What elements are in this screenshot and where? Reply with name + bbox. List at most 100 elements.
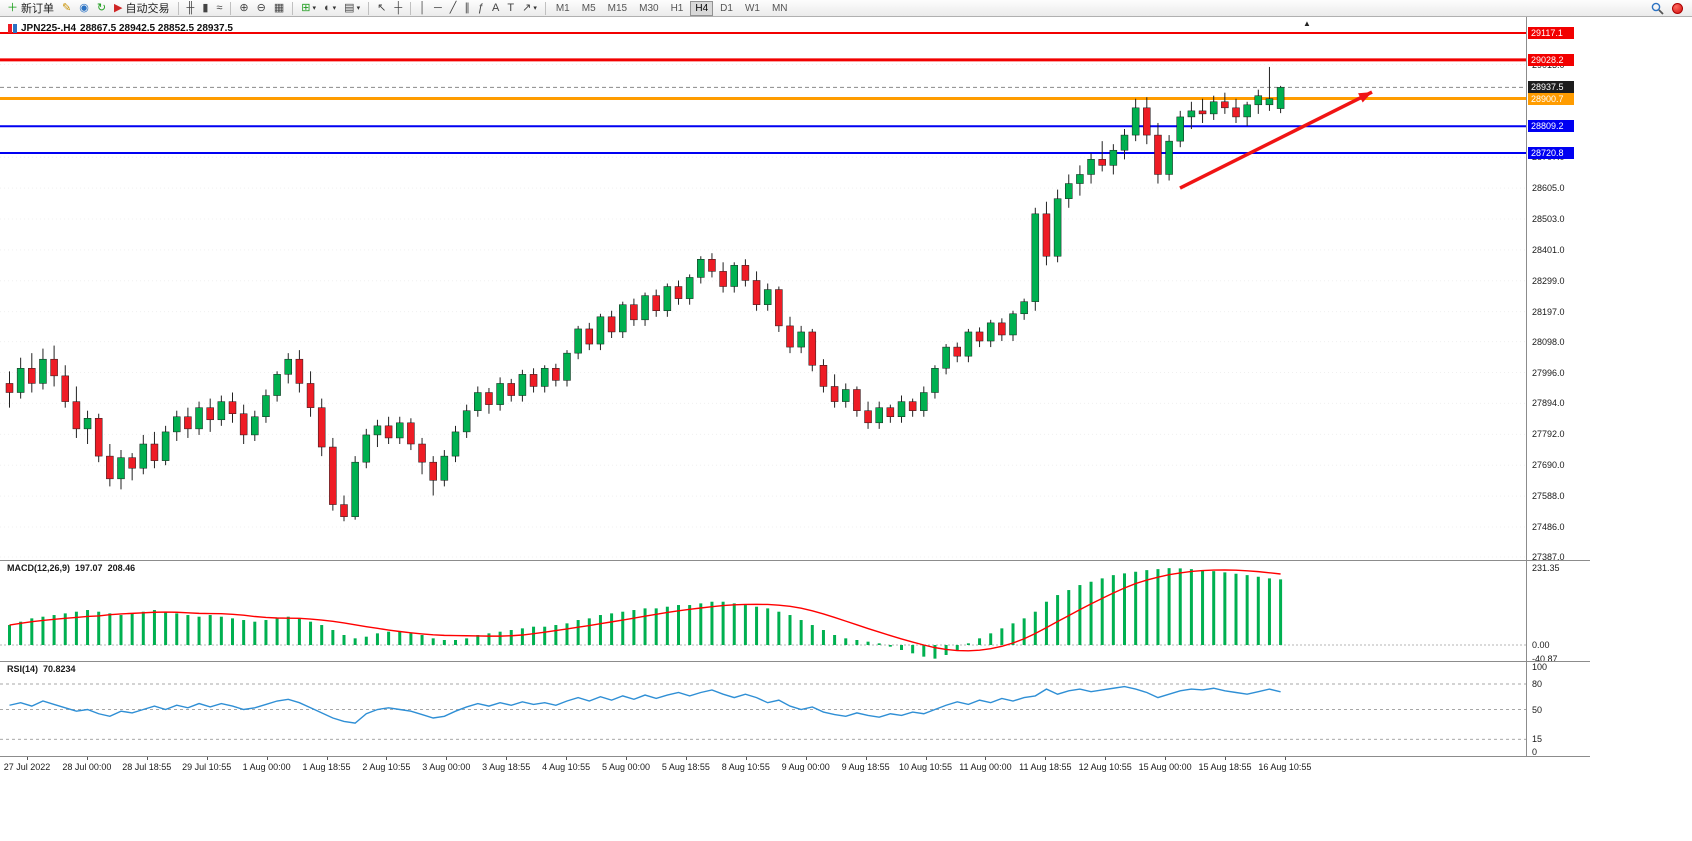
- price-badge[interactable]: 28809.2: [1528, 120, 1574, 133]
- text-button[interactable]: A: [488, 1, 503, 16]
- bar-chart-button[interactable]: ╫: [183, 1, 199, 16]
- vertical-line-button[interactable]: │: [415, 1, 430, 16]
- bull-candle: [596, 316, 605, 345]
- bull-candle: [619, 304, 627, 333]
- timeframe-m5[interactable]: M5: [581, 2, 596, 14]
- candlestick-chart[interactable]: [0, 17, 1526, 560]
- bear-candle: [786, 325, 794, 348]
- timeframe-m15[interactable]: M15: [607, 2, 628, 14]
- timeframe-h4[interactable]: H4: [690, 0, 714, 16]
- bear-candle: [206, 407, 214, 421]
- time-axis-label: 1 Aug 18:55: [302, 762, 351, 772]
- timeframe-mn[interactable]: MN: [771, 2, 788, 14]
- timeframe-d1[interactable]: D1: [720, 2, 733, 14]
- bear-candle: [1154, 134, 1162, 175]
- tile-windows-button[interactable]: ▦: [270, 1, 288, 16]
- connection-status-icon[interactable]: [1672, 2, 1683, 14]
- arrows-button[interactable]: ↗ ▾: [518, 1, 541, 16]
- macd-panel[interactable]: [0, 560, 1526, 661]
- price-badge[interactable]: 28900.7: [1528, 92, 1574, 105]
- candle-chart-button[interactable]: ▮: [198, 1, 212, 16]
- bull-candle: [440, 455, 449, 481]
- zoom-out-button[interactable]: ⊖: [253, 1, 270, 16]
- dropdown-caret-icon[interactable]: ▾: [356, 5, 361, 12]
- time-axis-label: 29 Jul 10:55: [182, 762, 232, 772]
- bull-candle: [1076, 174, 1084, 184]
- trendline-icon: ╱: [449, 2, 457, 14]
- bull-candle: [351, 461, 359, 517]
- zoom-in-button[interactable]: ⊕: [235, 1, 252, 16]
- dropdown-caret-icon[interactable]: ▾: [312, 5, 316, 12]
- time-axis-label: 1 Aug 00:00: [242, 762, 291, 772]
- chart-shift-marker[interactable]: ▲: [1303, 19, 1311, 28]
- bull-candle: [16, 368, 25, 393]
- text-icon: A: [492, 2, 500, 14]
- price-badge[interactable]: 29117.1: [1528, 26, 1574, 39]
- ohlc-values: 28867.5 28942.5 28852.5 28937.5: [80, 23, 233, 34]
- toolbar-separator: [544, 1, 546, 15]
- community-icon: ◉: [79, 2, 89, 14]
- dropdown-caret-icon[interactable]: ▾: [533, 5, 537, 12]
- bear-candle: [998, 322, 1006, 336]
- dropdown-caret-icon[interactable]: ▾: [332, 5, 337, 12]
- price-axis-label: 27486.0: [1532, 521, 1565, 532]
- timeframe-h1[interactable]: H1: [670, 2, 684, 14]
- refresh-button[interactable]: ↻: [93, 1, 110, 16]
- fibonacci-button[interactable]: ƒ: [474, 1, 488, 16]
- horizontal-line-button[interactable]: ─: [430, 1, 446, 16]
- timeframe-m1[interactable]: M1: [555, 2, 570, 14]
- symbol-title: JPN225-.H4: [21, 23, 77, 34]
- price-axis[interactable]: 29013.028707.028605.028503.028401.028299…: [1526, 17, 1590, 757]
- line-chart-button[interactable]: ≈: [212, 1, 226, 16]
- macd-axis-label: 231.35: [1532, 562, 1560, 573]
- timeframe-w1[interactable]: W1: [744, 2, 760, 14]
- rsi-panel[interactable]: [0, 661, 1526, 756]
- search-icon[interactable]: [1651, 2, 1664, 15]
- panel-separator[interactable]: [0, 661, 1590, 662]
- bull-candle: [251, 416, 259, 436]
- macd-chart[interactable]: [0, 560, 1526, 661]
- templates-icon: ▤: [344, 2, 355, 14]
- rsi-line: [9, 685, 1281, 724]
- new-order-button[interactable]: ＋新订单: [3, 1, 58, 16]
- community-button[interactable]: ◉: [75, 1, 93, 16]
- bull-candle: [83, 418, 92, 430]
- panel-separator[interactable]: [0, 560, 1590, 561]
- main-chart-panel[interactable]: [0, 17, 1526, 560]
- crosshair-button[interactable]: ┼: [390, 1, 406, 16]
- bear-candle: [184, 416, 192, 430]
- price-badge[interactable]: 28720.8: [1528, 147, 1574, 160]
- timeframe-m30[interactable]: M30: [639, 2, 659, 14]
- trendline-button[interactable]: ╱: [446, 1, 461, 16]
- symbol-icon-bull: [13, 24, 17, 33]
- channel-button[interactable]: ∥: [460, 1, 474, 16]
- rsi-axis-label: 0: [1532, 747, 1538, 757]
- indicators-button[interactable]: ⊞ ▾: [297, 1, 320, 16]
- price-badge[interactable]: 28937.5: [1528, 81, 1574, 94]
- price-badge[interactable]: 29028.2: [1528, 53, 1574, 66]
- rsi-axis-label: 15: [1532, 734, 1543, 745]
- cursor-button[interactable]: ↖: [373, 1, 390, 16]
- toolbar-separator: [230, 1, 232, 15]
- periods-button[interactable]: ◐ ▾: [320, 1, 340, 16]
- bear-candle: [853, 389, 861, 411]
- fibonacci-icon: ƒ: [477, 2, 485, 14]
- time-axis[interactable]: 27 Jul 2022 28 Jul 00:00 28 Jul 18:55 29 Ju…: [0, 756, 1590, 776]
- bull-candle: [396, 422, 404, 439]
- rsi-axis-label: 50: [1532, 704, 1543, 715]
- bull-candle: [1031, 213, 1040, 302]
- bull-candle: [920, 392, 928, 411]
- metaeditor-button[interactable]: ✎: [58, 1, 75, 16]
- text-label-button[interactable]: T: [503, 1, 518, 16]
- bear-candle: [228, 401, 237, 414]
- templates-button[interactable]: ▤ ▾: [340, 1, 364, 16]
- trend-arrow[interactable]: [1179, 90, 1373, 190]
- bear-candle: [507, 383, 515, 396]
- rsi-chart[interactable]: [0, 661, 1526, 756]
- arrows-icon: ↗: [522, 2, 532, 14]
- autotrade-button[interactable]: ▶ 自动交易: [110, 1, 173, 16]
- rsi-indicator-label: RSI(14) 70.8234: [7, 664, 76, 674]
- bull-candle: [195, 407, 203, 430]
- macd-axis-label: -40.87: [1532, 653, 1558, 664]
- rsi-axis-label: 100: [1532, 662, 1548, 672]
